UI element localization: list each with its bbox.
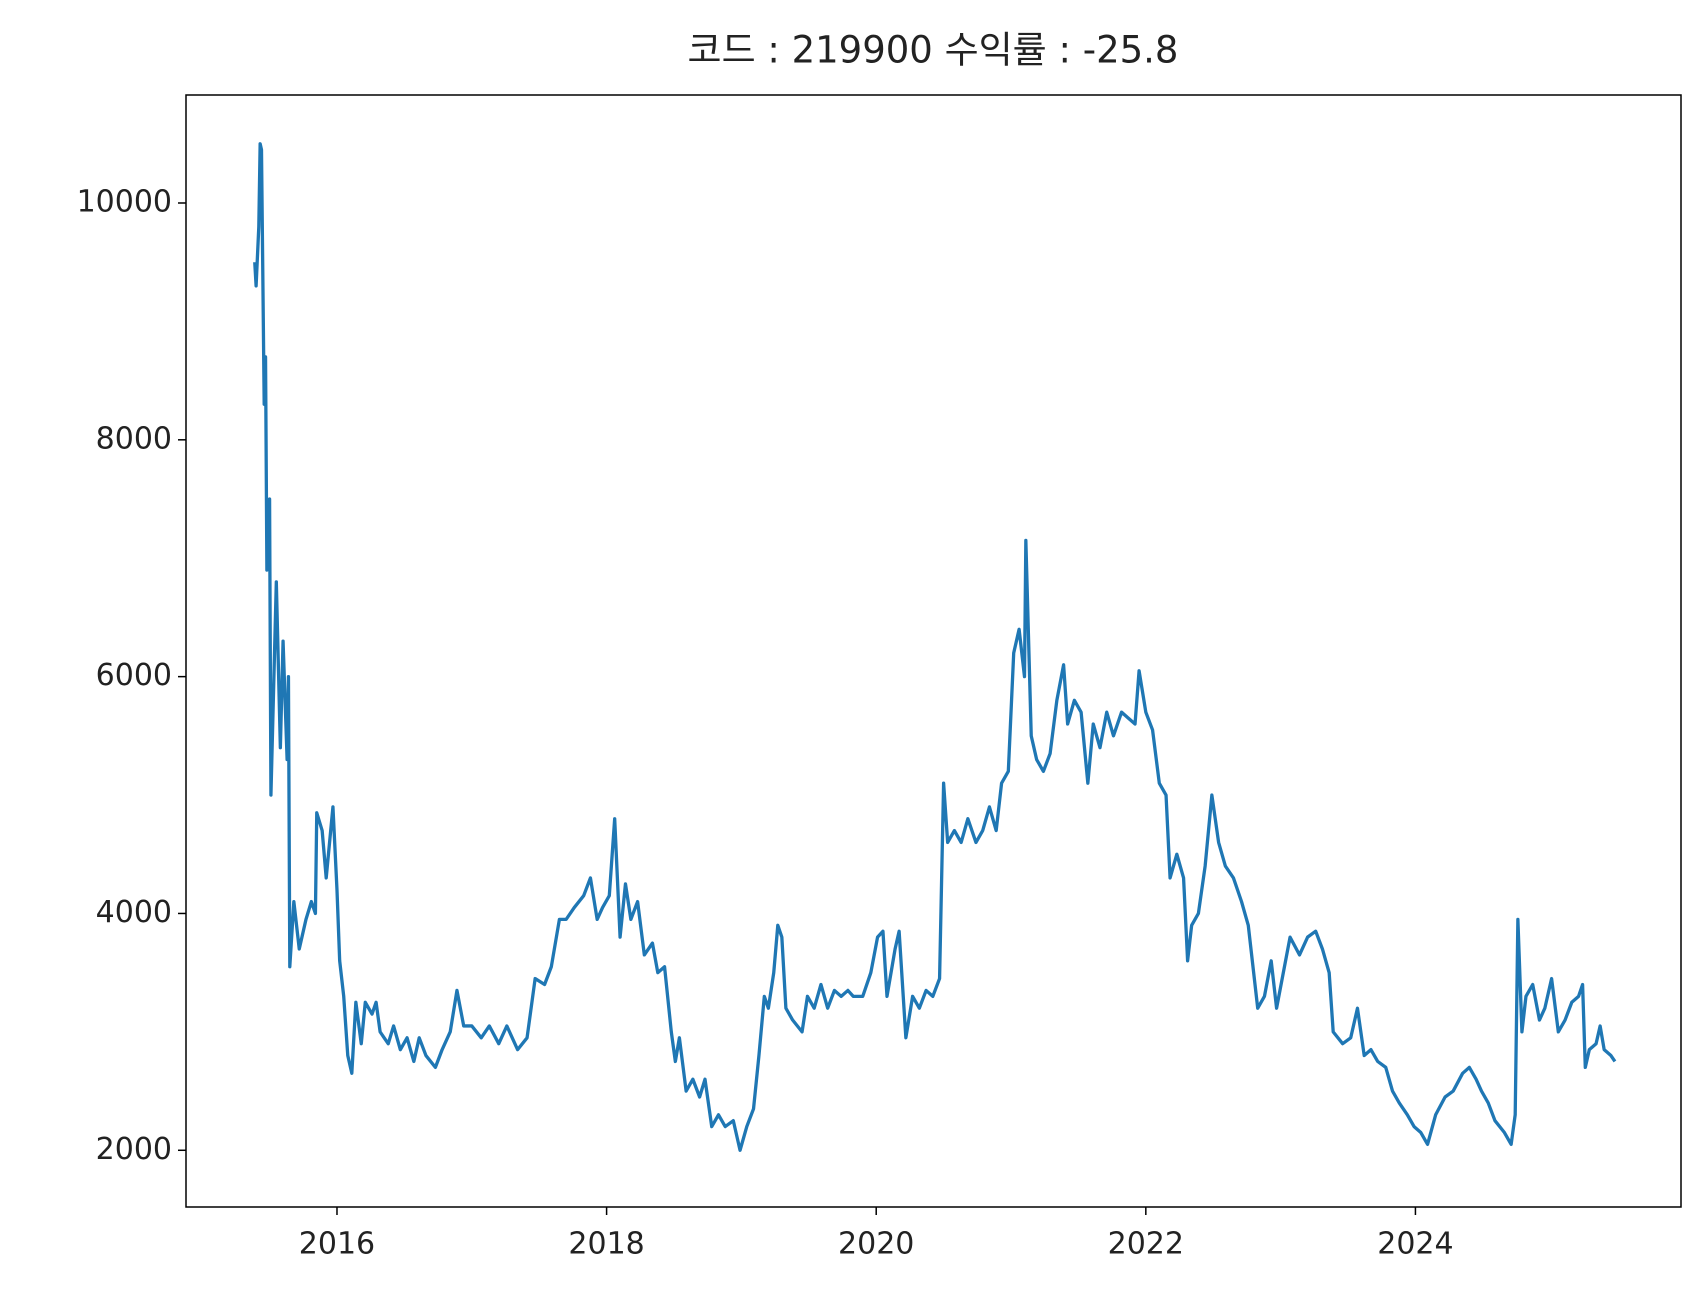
- plot-frame: [185, 94, 1682, 1208]
- x-tick-label: 2018: [568, 1227, 644, 1262]
- y-tick-label: 6000: [96, 658, 172, 693]
- y-tick-label: 4000: [96, 895, 172, 930]
- x-tick-label: 2022: [1108, 1227, 1184, 1262]
- chart-title: 코드 : 219900 수익률 : -25.8: [688, 29, 1179, 72]
- x-tick-label: 2016: [299, 1227, 375, 1262]
- x-tick-label: 2024: [1377, 1227, 1453, 1262]
- price-line: [253, 142, 1617, 1152]
- x-tick-label: 2020: [838, 1227, 914, 1262]
- y-tick-label: 2000: [96, 1132, 172, 1167]
- y-tick-label: 10000: [77, 184, 172, 219]
- y-tick-label: 8000: [96, 421, 172, 456]
